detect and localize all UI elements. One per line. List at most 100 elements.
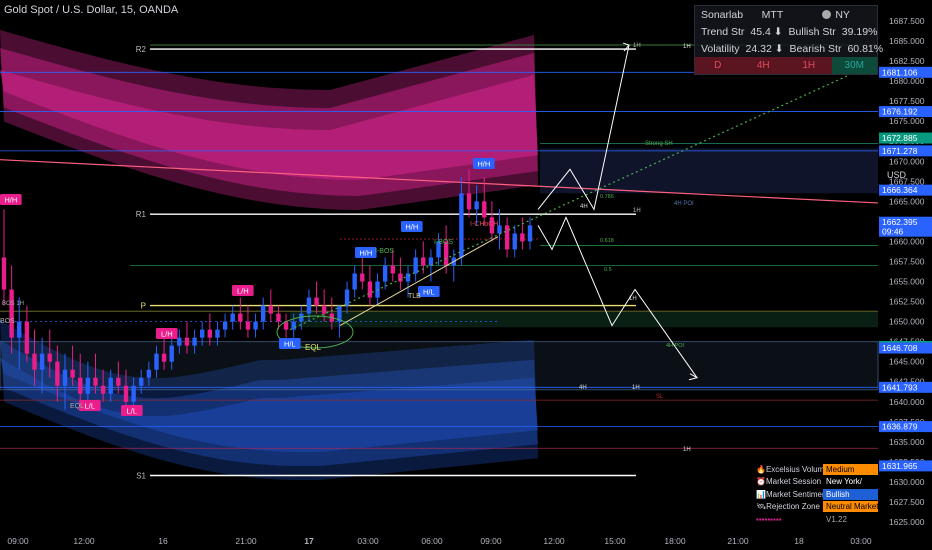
dash-vol-label: Volatility (701, 42, 740, 55)
candle-body (32, 353, 37, 370)
poi-zone (290, 311, 878, 328)
legend-row: ▪▪▪▪▪▪▪▪▪ V1.22 (756, 513, 878, 526)
label-lh: L/H (161, 329, 173, 338)
time-tick-label: 18 (794, 536, 804, 546)
candle-body (443, 241, 449, 266)
time-tick-label: 09:00 (7, 536, 29, 546)
candle-body (268, 305, 274, 314)
price-tick-label: 1660.000 (889, 236, 925, 246)
label-ll: L/L (85, 401, 95, 410)
time-axis[interactable]: 09:00 12:00 16 21:00 17 03:00 06:00 09:00 12:00 1… (7, 536, 872, 546)
label-poi: 4H POI (674, 201, 694, 207)
pivot-label: S1 (136, 472, 146, 481)
blue-cloud-inner (0, 358, 538, 452)
legend-value: V1.22 (826, 514, 847, 524)
dash-bear-value: 60.81% (847, 42, 884, 55)
price-tick-label: 1677.500 (889, 96, 925, 106)
label-lh-bg (156, 328, 178, 339)
price-tick-label: 1667.500 (889, 176, 925, 186)
candle-body (504, 225, 510, 250)
trend-line-tlb (339, 236, 499, 327)
legend-label: ▪▪▪▪▪▪▪▪▪ (756, 514, 782, 524)
price-axis[interactable]: 1625.0001627.5001630.0001632.5001635.000… (879, 16, 932, 527)
dash-bull-label: Bullish Str (788, 25, 836, 38)
price-tag: 1631.965 (882, 461, 918, 471)
label-eql: EQL (70, 403, 84, 410)
label-sl: SL (656, 394, 664, 400)
dash-trend-value: 45.4 ⬇ (750, 25, 783, 38)
candle-body (215, 329, 220, 338)
price-tag-bg (879, 342, 932, 354)
trend-dashboard: Sonarlab MTT NY Trend Str 45.4 ⬇ Bullish… (694, 5, 883, 75)
legend-row: 🛰Rejection Zone Neutral Market (756, 501, 878, 514)
label-hh: H/H (359, 248, 372, 257)
pivot-label: R2 (136, 45, 147, 54)
candle-body (17, 321, 22, 338)
price-tick-label: 1635.000 (889, 437, 925, 447)
candle-body (291, 321, 296, 330)
time-tick-label: 21:00 (727, 536, 749, 546)
label-tlb: TLB (408, 293, 421, 300)
candle-body (70, 369, 75, 378)
candle-body (123, 385, 129, 402)
price-tag: 1641.793 (882, 382, 918, 392)
label-hh-bg (355, 247, 377, 258)
pivot-tf-label: 1H (633, 208, 641, 214)
label-hl: H/L (423, 287, 435, 296)
pivot-tf-label: 1H (633, 43, 641, 49)
dash-mode: MTT (761, 8, 784, 21)
candle-body (207, 329, 213, 338)
price-tick-label: 1630.000 (889, 477, 925, 487)
price-tick-label: 1675.000 (889, 116, 925, 126)
candle-body (314, 297, 319, 306)
price-tick-label: 1640.000 (889, 397, 925, 407)
price-tag: 1671.278 (882, 146, 918, 156)
candle-body (459, 193, 464, 258)
time-tick-label: 03:00 (357, 536, 379, 546)
candle-body (260, 305, 266, 322)
projection-down (537, 216, 698, 378)
time-tick-label: 06:00 (421, 536, 443, 546)
candle-body (169, 345, 174, 362)
candle-body (497, 225, 502, 234)
time-tick-label: 09:00 (480, 536, 502, 546)
time-tick-label: 03:00 (850, 536, 872, 546)
pivot-label: R1 (136, 210, 147, 219)
label-ibos: I-BOS (434, 239, 453, 246)
label-hl-bg (279, 338, 301, 349)
dash-trend-label: Trend Str (701, 25, 745, 38)
label-tf: 1H (632, 385, 640, 391)
label-hh: H/H (477, 159, 490, 168)
dash-vol-value: 24.32 ⬇ (745, 42, 784, 55)
legend-label: 🛰Rejection Zone (756, 502, 820, 512)
candle-body (276, 313, 281, 322)
legend-value: New York/ (826, 477, 863, 487)
candle-body (85, 377, 91, 394)
price-tag: 1676.192 (882, 107, 918, 117)
demand-zone (0, 341, 879, 391)
candle-body (512, 233, 517, 250)
dash-bear-label: Bearish Str (789, 42, 842, 55)
candle-body (428, 257, 434, 266)
price-countdown: 09:46 (882, 227, 904, 237)
price-tag: 1646.708 (882, 343, 918, 353)
legend-value: Bullish (823, 488, 878, 500)
candle-body (146, 369, 152, 378)
candle-body (299, 313, 304, 322)
candle-body (154, 353, 159, 370)
globe-icon (822, 9, 832, 19)
legend-row: ⏰Market Session New York/ (756, 476, 878, 489)
candle-body (93, 377, 98, 386)
label-hh-bg (401, 221, 423, 232)
label-eql: EQL (305, 343, 322, 352)
price-tick-label: 1687.500 (889, 16, 925, 26)
candle-body (527, 225, 533, 242)
candle-body (230, 313, 235, 322)
candle-body (466, 193, 472, 210)
label-lh: L/H (237, 286, 249, 295)
candle-body (344, 289, 350, 306)
candle-body (200, 329, 205, 338)
candle-body (405, 273, 411, 282)
label-bos: BOS 1H (2, 301, 24, 307)
